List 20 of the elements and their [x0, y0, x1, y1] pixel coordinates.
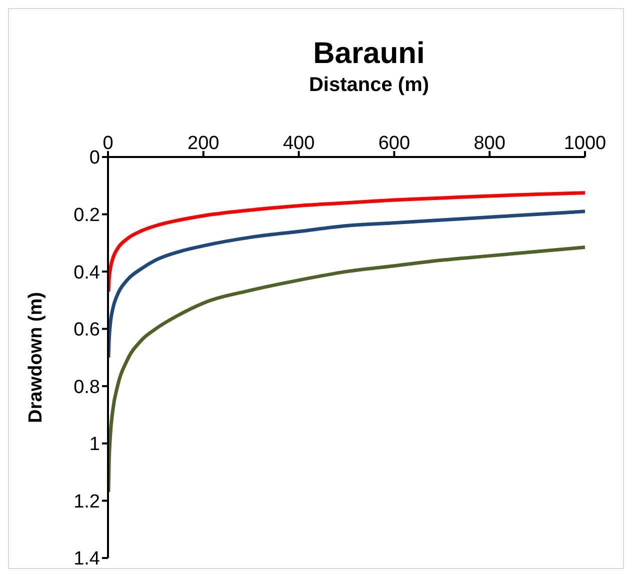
- x-tick-label: 400: [282, 133, 315, 154]
- y-tick-label: 0.8: [74, 376, 100, 398]
- y-tick-label: 1.2: [74, 491, 100, 512]
- y-tick-label: 1.4: [74, 548, 100, 570]
- chart-title: Barauni: [312, 37, 426, 71]
- x-axis-title: Distance (m): [308, 73, 430, 97]
- y-tick-label: 1: [89, 434, 100, 456]
- x-tick-label: 800: [474, 133, 506, 154]
- y-tick-label: 0.2: [74, 205, 100, 226]
- x-tick-label: 200: [188, 133, 220, 154]
- x-tick-label: 0: [102, 133, 114, 154]
- line-series: [108, 245, 585, 494]
- line-series: [108, 191, 585, 294]
- x-tick-label: 1000: [564, 133, 606, 154]
- line-series: [108, 210, 585, 360]
- y-tick-label: 0.4: [74, 262, 100, 284]
- y-tick-label: 0.6: [74, 320, 100, 341]
- x-tick-label: 600: [378, 133, 410, 154]
- y-axis-title: Drawdown (m): [26, 292, 47, 423]
- y-tick-label: 0: [89, 148, 100, 169]
